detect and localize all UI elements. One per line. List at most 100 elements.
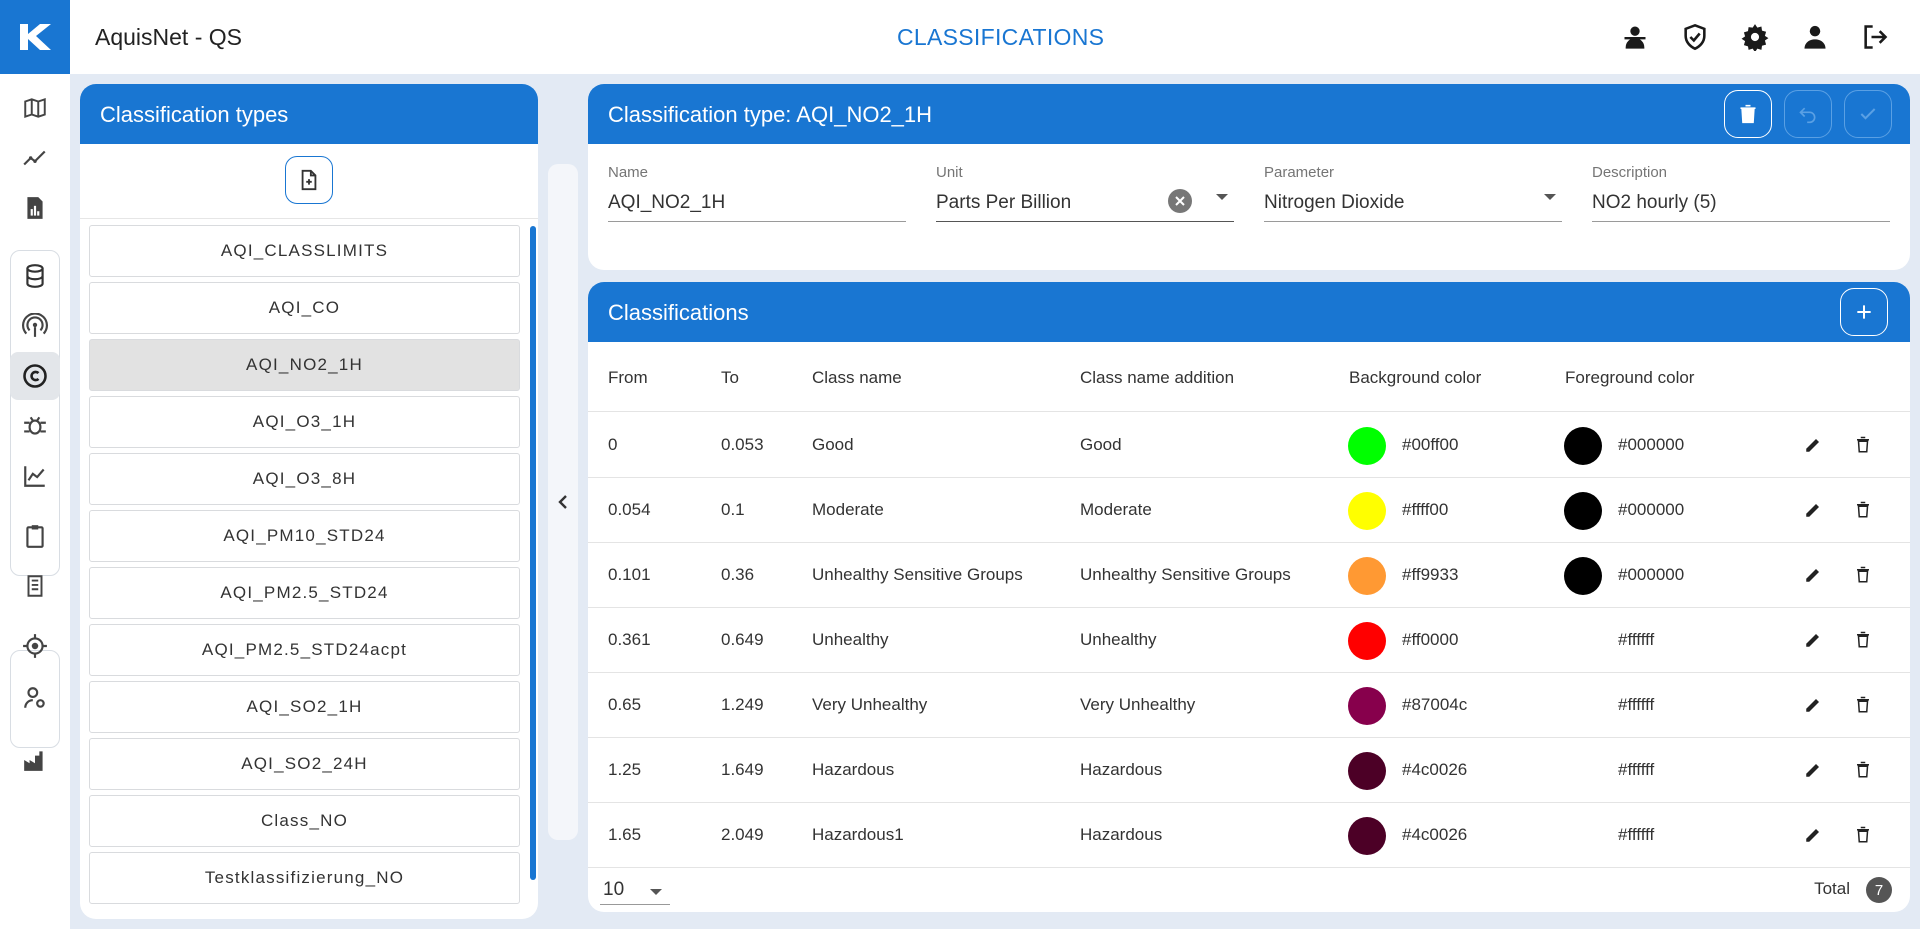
list-item[interactable]: AQI_SO2_24H xyxy=(89,738,520,790)
class-name-addition-cell: Unhealthy Sensitive Groups xyxy=(1080,565,1291,584)
total-count-badge: 7 xyxy=(1866,877,1892,903)
description-field[interactable]: Description NO2 hourly (5) xyxy=(1592,164,1890,222)
background-color-swatch xyxy=(1348,817,1386,855)
nav-target[interactable] xyxy=(10,622,60,670)
list-scrollbar[interactable] xyxy=(530,226,536,880)
total-label: Total xyxy=(1814,879,1850,898)
table-row[interactable]: 0.65 1.249 Very Unhealthy Very Unhealthy #87… xyxy=(588,673,1910,738)
table-row[interactable]: 0 0.053 Good Good #00ff00 #000000 xyxy=(588,413,1910,478)
list-item[interactable]: AQI_PM10_STD24 xyxy=(89,510,520,562)
nav-statistics[interactable] xyxy=(10,452,60,500)
delete-button[interactable] xyxy=(1850,822,1876,848)
classifications-panel: Classifications From To Class name Class… xyxy=(588,282,1910,912)
foreground-color-cell: #ffffff xyxy=(1618,760,1655,779)
save-button[interactable] xyxy=(1844,90,1892,138)
nav-database[interactable] xyxy=(10,252,60,300)
column-header[interactable]: Class name xyxy=(812,368,902,387)
list-item[interactable]: AQI_PM2.5_STD24acpt xyxy=(89,624,520,676)
nav-stations[interactable] xyxy=(10,736,60,784)
page-size-select[interactable]: 10 xyxy=(600,875,670,905)
clear-icon[interactable] xyxy=(1168,189,1192,213)
undo-icon xyxy=(1799,107,1816,124)
column-header[interactable]: From xyxy=(608,368,648,387)
edit-button[interactable] xyxy=(1800,757,1826,783)
from-cell: 0.65 xyxy=(608,695,642,714)
table-row[interactable]: 1.25 1.649 Hazardous Hazardous #4c0026 #fffff… xyxy=(588,738,1910,803)
table-row[interactable]: 0.361 0.649 Unhealthy Unhealthy #ff0000 #ffff… xyxy=(588,608,1910,673)
delete-type-button[interactable] xyxy=(1724,90,1772,138)
add-classification-type-button[interactable] xyxy=(285,156,333,204)
class-name-addition-cell: Unhealthy xyxy=(1080,630,1157,649)
table-row[interactable]: 1.65 2.049 Hazardous1 Hazardous #4c0026 #ffff… xyxy=(588,803,1910,868)
collapse-panel-button[interactable] xyxy=(548,480,578,524)
nav-trend[interactable] xyxy=(10,134,60,182)
field-label: Unit xyxy=(936,164,963,181)
antenna-icon xyxy=(22,313,48,337)
nav-logs[interactable] xyxy=(10,562,60,610)
chevron-down-icon[interactable] xyxy=(1216,194,1228,200)
edit-button[interactable] xyxy=(1800,822,1826,848)
table-row[interactable]: 0.054 0.1 Moderate Moderate #ffff00 #000000 xyxy=(588,478,1910,543)
delete-button[interactable] xyxy=(1850,627,1876,653)
plus-icon xyxy=(1857,305,1871,319)
undo-button[interactable] xyxy=(1784,90,1832,138)
table-footer: 10 Total 7 xyxy=(588,867,1910,912)
classification-types-panel: Classification types AQI_CLASSLIMITS AQI_… xyxy=(80,84,538,919)
list-item[interactable]: AQI_CO xyxy=(89,282,520,334)
from-cell: 0 xyxy=(608,435,618,454)
unit-select[interactable]: Unit Parts Per Billion xyxy=(936,164,1234,222)
background-color-cell: #ffff00 xyxy=(1402,500,1449,519)
nav-tasks[interactable] xyxy=(10,512,60,560)
list-item[interactable]: AQI_NO2_1H xyxy=(89,339,520,391)
database-icon xyxy=(26,264,44,288)
nav-classifications[interactable] xyxy=(10,352,60,400)
app-logo[interactable] xyxy=(0,0,70,74)
delete-button[interactable] xyxy=(1850,562,1876,588)
security-button[interactable] xyxy=(1678,20,1712,54)
chevron-down-icon[interactable] xyxy=(1544,194,1556,200)
edit-button[interactable] xyxy=(1800,497,1826,523)
edit-button[interactable] xyxy=(1800,627,1826,653)
profile-button[interactable] xyxy=(1618,20,1652,54)
nav-debug[interactable] xyxy=(10,402,60,450)
background-color-cell: #ff9933 xyxy=(1402,565,1459,584)
delete-button[interactable] xyxy=(1850,692,1876,718)
list-item[interactable]: Class_NO xyxy=(89,795,520,847)
delete-button[interactable] xyxy=(1850,497,1876,523)
background-color-cell: #4c0026 xyxy=(1402,760,1468,779)
list-item[interactable]: AQI_PM2.5_STD24 xyxy=(89,567,520,619)
edit-button[interactable] xyxy=(1800,692,1826,718)
add-classification-button[interactable] xyxy=(1840,288,1888,336)
user-button[interactable] xyxy=(1798,20,1832,54)
name-field[interactable]: Name AQI_NO2_1H xyxy=(608,164,906,222)
nav-user-admin[interactable] xyxy=(10,674,60,722)
logout-button[interactable] xyxy=(1858,20,1892,54)
nav-map[interactable] xyxy=(10,84,60,132)
page-title: CLASSIFICATIONS xyxy=(897,24,1105,50)
table-row[interactable]: 0.101 0.36 Unhealthy Sensitive Groups Unhea… xyxy=(588,543,1910,608)
list-item[interactable]: AQI_O3_8H xyxy=(89,453,520,505)
parameter-select[interactable]: Parameter Nitrogen Dioxide xyxy=(1264,164,1562,222)
list-item[interactable]: AQI_CLASSLIMITS xyxy=(89,225,520,277)
column-header[interactable]: Background color xyxy=(1349,368,1482,387)
delete-button[interactable] xyxy=(1850,757,1876,783)
column-header[interactable]: Foreground color xyxy=(1565,368,1695,387)
list-item[interactable]: AQI_O3_1H xyxy=(89,396,520,448)
panel-title: Classifications xyxy=(588,282,1910,342)
list-item[interactable]: Testklassifizierung_NO xyxy=(89,852,520,904)
edit-button[interactable] xyxy=(1800,562,1826,588)
settings-button[interactable] xyxy=(1738,20,1772,54)
delete-button[interactable] xyxy=(1850,432,1876,458)
edit-button[interactable] xyxy=(1800,432,1826,458)
nav-report[interactable] xyxy=(10,184,60,232)
class-name-cell: Good xyxy=(812,435,854,454)
column-header[interactable]: To xyxy=(721,368,739,387)
list-item[interactable]: AQI_SO2_1H xyxy=(89,681,520,733)
nav-antenna[interactable] xyxy=(10,302,60,350)
field-value: NO2 hourly (5) xyxy=(1592,192,1717,213)
copyright-icon xyxy=(23,364,47,388)
column-header[interactable]: Class name addition xyxy=(1080,368,1235,387)
to-cell: 0.649 xyxy=(721,630,764,649)
trash-icon xyxy=(1857,696,1869,713)
add-document-icon xyxy=(301,169,317,191)
